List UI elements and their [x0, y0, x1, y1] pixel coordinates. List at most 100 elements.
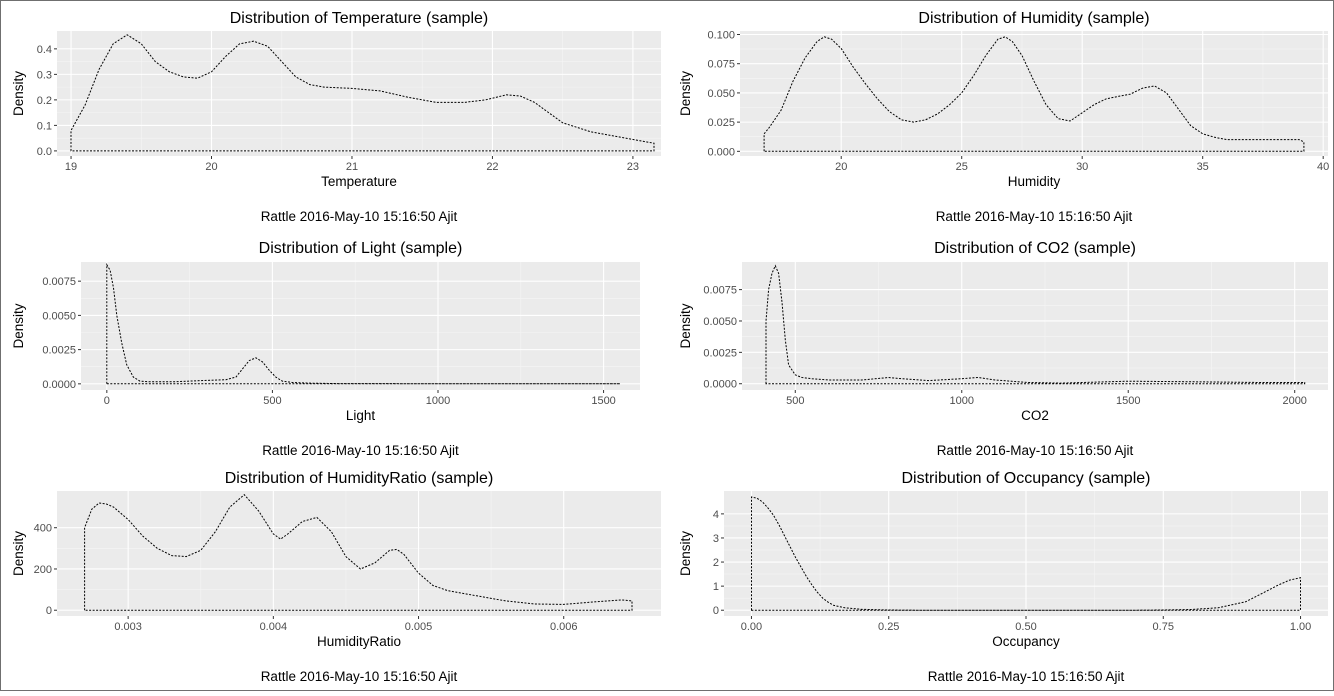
- chart5-caption: Rattle 2016-May-10 15:16:50 Ajit: [261, 669, 458, 684]
- chart3-y-tick-label: 0.0075: [42, 276, 76, 288]
- chart5-title: Distribution of HumidityRatio (sample): [225, 470, 494, 487]
- chart1-caption: Rattle 2016-May-10 15:16:50 Ajit: [261, 209, 458, 224]
- chart4-x-tick-label: 1000: [950, 395, 974, 407]
- chart5-x-tick-label: 0.003: [114, 621, 142, 633]
- chart6-x-axis-label: Occupancy: [992, 634, 1060, 649]
- chart6-x-tick-label: 0.00: [741, 621, 762, 633]
- chart1-y-axis-label: Density: [11, 71, 26, 116]
- chart1-y-tick-label: 0.4: [37, 44, 52, 56]
- chart3-x-tick-label: 1000: [426, 395, 450, 407]
- chart3-caption: Rattle 2016-May-10 15:16:50 Ajit: [262, 443, 459, 458]
- chart2-x-tick-label: 30: [1076, 161, 1088, 173]
- chart1-y-tick-label: 0.0: [37, 146, 52, 158]
- humidity-density-chart: 20 25 30 35 40 0.000 0.025 0.050 0.075 0.100 Distr…: [678, 10, 1329, 224]
- light-density-chart: 0 500 1000 1500 0.0000 0.0025 0.0050 0.0075 Dist…: [11, 240, 640, 458]
- chart6-x-tick-label: 0.25: [878, 621, 899, 633]
- chart6-x-tick-label: 0.50: [1015, 621, 1036, 633]
- chart2-x-tick-label: 35: [1197, 161, 1209, 173]
- panel-light: 0 500 1000 1500 0.0000 0.0025 0.0050 0.0075 Dist…: [1, 231, 668, 461]
- chart2-x-tick-label: 40: [1317, 161, 1329, 173]
- chart2-title: Distribution of Humidity (sample): [918, 10, 1149, 27]
- chart1-x-tick-label: 22: [486, 161, 498, 173]
- occupancy-density-chart: 0.00 0.25 0.50 0.75 1.00 0 1 2 3 4 Distribution of…: [678, 470, 1328, 684]
- chart5-plot-area: [57, 491, 661, 616]
- chart3-x-tick-label: 1500: [591, 395, 615, 407]
- chart2-y-tick-label: 0.000: [707, 146, 735, 158]
- chart5-x-tick-label: 0.005: [405, 621, 433, 633]
- chart1-x-tick-label: 23: [627, 161, 639, 173]
- chart1-density-curve: [70, 34, 655, 152]
- chart1-x-tick-label: 19: [65, 161, 77, 173]
- chart4-y-tick-label: 0.0000: [703, 379, 737, 391]
- chart1-x-tick-label: 21: [346, 161, 358, 173]
- panel-temperature: 19 20 21 22 23 0.0 0.1 0.2 0.3 0.4 Distribution of…: [1, 1, 668, 231]
- chart6-density-curve: [751, 496, 1301, 611]
- chart2-x-tick-label: 20: [835, 161, 847, 173]
- chart6-y-tick-label: 4: [713, 509, 719, 521]
- chart4-y-axis-label: Density: [678, 303, 693, 348]
- chart1-y-tick-label: 0.2: [37, 95, 52, 107]
- chart4-density-curve: [765, 264, 1306, 385]
- chart4-caption: Rattle 2016-May-10 15:16:50 Ajit: [937, 443, 1134, 458]
- chart3-title: Distribution of Light (sample): [259, 240, 463, 257]
- chart6-y-axis-label: Density: [678, 531, 693, 576]
- chart4-y-tick-label: 0.0075: [703, 285, 737, 297]
- panel-humidity-ratio: 0.003 0.004 0.005 0.006 0 200 400 Distribution …: [1, 461, 668, 691]
- chart1-x-tick-label: 20: [205, 161, 217, 173]
- chart3-density-curve: [106, 262, 621, 385]
- chart6-x-tick-label: 0.75: [1153, 621, 1174, 633]
- chart3-x-tick-label: 0: [104, 395, 110, 407]
- chart3-x-axis-label: Light: [346, 408, 376, 423]
- humidity-ratio-density-chart: 0.003 0.004 0.005 0.006 0 200 400 Distribution …: [11, 470, 661, 684]
- chart2-density-curve: [763, 36, 1305, 152]
- chart4-x-tick-label: 2000: [1282, 395, 1306, 407]
- chart2-y-tick-label: 0.100: [707, 30, 735, 42]
- chart5-y-tick-label: 400: [34, 523, 52, 535]
- chart2-y-tick-label: 0.075: [707, 59, 735, 71]
- temperature-density-chart: 19 20 21 22 23 0.0 0.1 0.2 0.3 0.4 Distribution of…: [11, 10, 661, 224]
- chart6-y-tick-label: 2: [713, 557, 719, 569]
- chart2-y-tick-label: 0.050: [707, 88, 735, 100]
- chart6-title: Distribution of Occupancy (sample): [902, 470, 1151, 487]
- chart3-y-tick-label: 0.0025: [42, 345, 76, 357]
- chart4-x-axis-label: CO2: [1021, 408, 1049, 423]
- chart1-title: Distribution of Temperature (sample): [230, 10, 488, 27]
- chart5-y-tick-label: 200: [34, 564, 52, 576]
- chart6-y-tick-label: 1: [713, 581, 719, 593]
- chart4-y-tick-label: 0.0050: [703, 316, 737, 328]
- chart2-x-axis-label: Humidity: [1008, 174, 1061, 189]
- chart2-plot-area: [740, 31, 1328, 156]
- chart2-x-tick-label: 25: [956, 161, 968, 173]
- chart5-x-tick-label: 0.006: [550, 621, 578, 633]
- chart5-y-axis-label: Density: [11, 531, 26, 576]
- chart3-y-tick-label: 0.0050: [42, 310, 76, 322]
- chart4-x-tick-label: 500: [786, 395, 804, 407]
- chart3-x-tick-label: 500: [263, 395, 281, 407]
- chart4-title: Distribution of CO2 (sample): [934, 240, 1136, 257]
- chart4-plot-area: [742, 262, 1328, 390]
- chart1-x-axis-label: Temperature: [321, 174, 397, 189]
- panel-occupancy: 0.00 0.25 0.50 0.75 1.00 0 1 2 3 4 Distribution of…: [668, 461, 1334, 691]
- co2-density-chart: 500 1000 1500 2000 0.0000 0.0025 0.0050 0.0075 D…: [678, 240, 1328, 458]
- chart2-y-tick-label: 0.025: [707, 117, 735, 129]
- chart4-x-tick-label: 1500: [1116, 395, 1140, 407]
- chart1-plot-area: [57, 31, 661, 156]
- panel-humidity: 20 25 30 35 40 0.000 0.025 0.050 0.075 0.100 Distr…: [668, 1, 1334, 231]
- chart5-y-tick-label: 0: [46, 605, 52, 617]
- chart1-y-tick-label: 0.3: [37, 69, 52, 81]
- chart6-caption: Rattle 2016-May-10 15:16:50 Ajit: [928, 669, 1125, 684]
- chart3-plot-area: [81, 262, 640, 390]
- chart2-caption: Rattle 2016-May-10 15:16:50 Ajit: [936, 209, 1133, 224]
- chart5-x-axis-label: HumidityRatio: [317, 634, 401, 649]
- panel-co2: 500 1000 1500 2000 0.0000 0.0025 0.0050 0.0075 D…: [668, 231, 1334, 461]
- chart5-x-tick-label: 0.004: [260, 621, 288, 633]
- chart4-y-tick-label: 0.0025: [703, 347, 737, 359]
- chart2-y-axis-label: Density: [678, 71, 693, 116]
- chart6-y-tick-label: 0: [713, 605, 719, 617]
- chart3-y-axis-label: Density: [11, 303, 26, 348]
- chart6-y-tick-label: 3: [713, 533, 719, 545]
- chart3-y-tick-label: 0.0000: [42, 379, 76, 391]
- chart1-y-tick-label: 0.1: [37, 120, 52, 132]
- chart6-x-tick-label: 1.00: [1290, 621, 1311, 633]
